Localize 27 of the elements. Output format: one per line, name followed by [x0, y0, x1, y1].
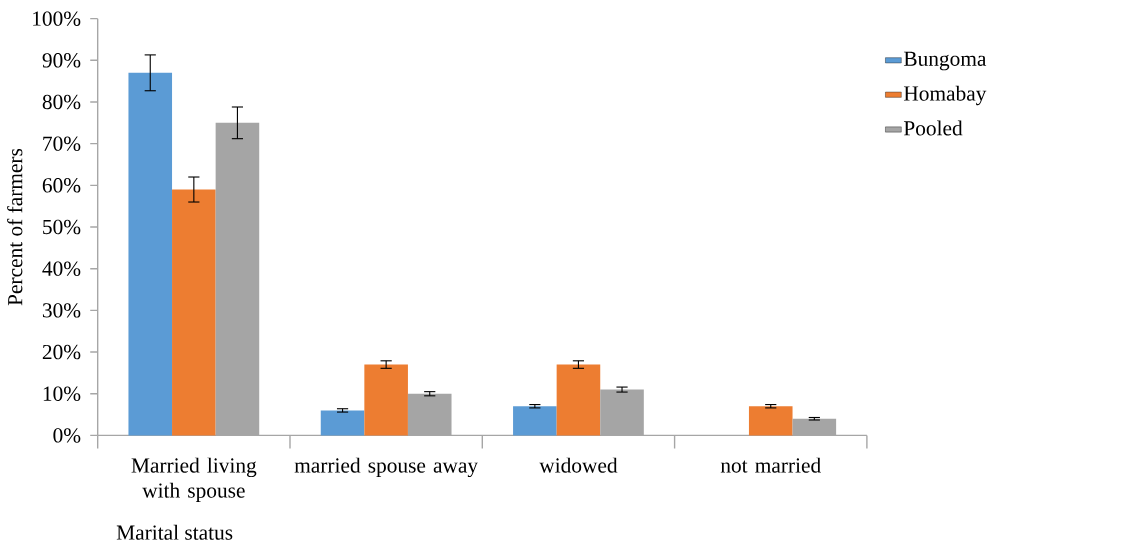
- legend-label: Homabay: [903, 85, 987, 106]
- bar: [320, 410, 365, 436]
- bar: [364, 364, 408, 436]
- y-tick-label: 100%: [33, 11, 81, 27]
- y-axis-title: Percent of farmers: [7, 149, 23, 306]
- bar: [556, 364, 601, 436]
- y-tick-label: 40%: [42, 261, 81, 277]
- x-tick-label: married spouse away: [294, 457, 479, 478]
- bar: [172, 189, 216, 436]
- bar: [513, 406, 557, 436]
- bar: [128, 72, 173, 436]
- y-tick-label: 60%: [42, 178, 81, 193]
- x-tick-label: Married living with spouse: [131, 457, 257, 503]
- y-tick-label: 0%: [53, 428, 81, 443]
- y-tick-label: 70%: [43, 136, 81, 152]
- y-tick-label: 20%: [42, 344, 81, 360]
- y-tick-label: 80%: [42, 94, 81, 110]
- x-axis-title: Marital status: [116, 524, 233, 540]
- x-tick-label: widowed: [539, 457, 618, 473]
- y-tick-label: 10%: [43, 386, 81, 402]
- x-tick-label: not married: [720, 457, 821, 473]
- y-tick-label: 90%: [42, 53, 81, 68]
- y-tick-label: 30%: [42, 303, 81, 318]
- bar: [748, 406, 793, 436]
- legend-label: Pooled: [903, 120, 963, 136]
- legend-label: Bungoma: [903, 51, 987, 71]
- y-tick-label: 50%: [43, 219, 81, 235]
